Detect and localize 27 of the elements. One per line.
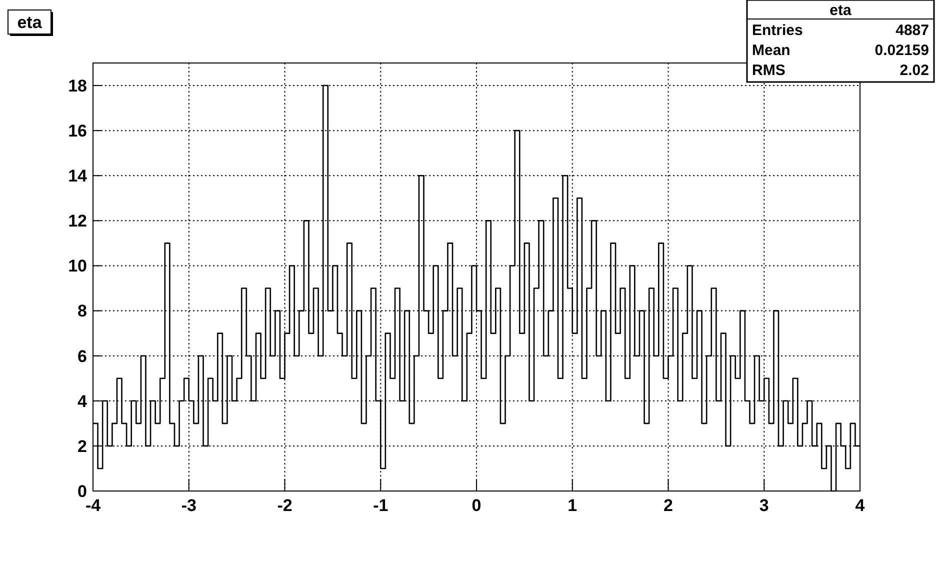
- y-tick-label: 4: [78, 392, 88, 411]
- y-tick-label: 18: [68, 76, 87, 96]
- x-tick-label: -1: [373, 496, 388, 515]
- x-tick-label: 0: [472, 496, 482, 515]
- x-tick-label: 2: [664, 496, 673, 515]
- y-tick-label: 8: [78, 302, 87, 321]
- y-tick-label: 12: [68, 212, 87, 231]
- y-tick-label: 16: [68, 122, 87, 141]
- x-tick-label: -2: [277, 496, 292, 515]
- text: Entries: [752, 22, 803, 39]
- x-tick-label: 1: [568, 496, 578, 515]
- text: Mean: [752, 42, 790, 59]
- annotation: RMS: [752, 62, 786, 79]
- x-tick-label: -3: [181, 496, 196, 515]
- x-tick-label: 4: [855, 496, 866, 515]
- y-tick-label: 0: [78, 482, 87, 501]
- y-tick-label: 6: [78, 346, 87, 366]
- y-tick-label: 2: [78, 436, 87, 456]
- text: 0.02159: [874, 42, 929, 59]
- text: 2.02: [900, 62, 929, 79]
- x-tick-label: 3: [759, 496, 769, 515]
- y-tick-label: 14: [68, 166, 88, 186]
- y-tick-label: 10: [68, 256, 87, 276]
- text: 4887: [896, 22, 929, 39]
- x-tick-label: -4: [85, 496, 102, 515]
- chart-title: eta: [17, 13, 42, 32]
- text: eta: [830, 2, 852, 19]
